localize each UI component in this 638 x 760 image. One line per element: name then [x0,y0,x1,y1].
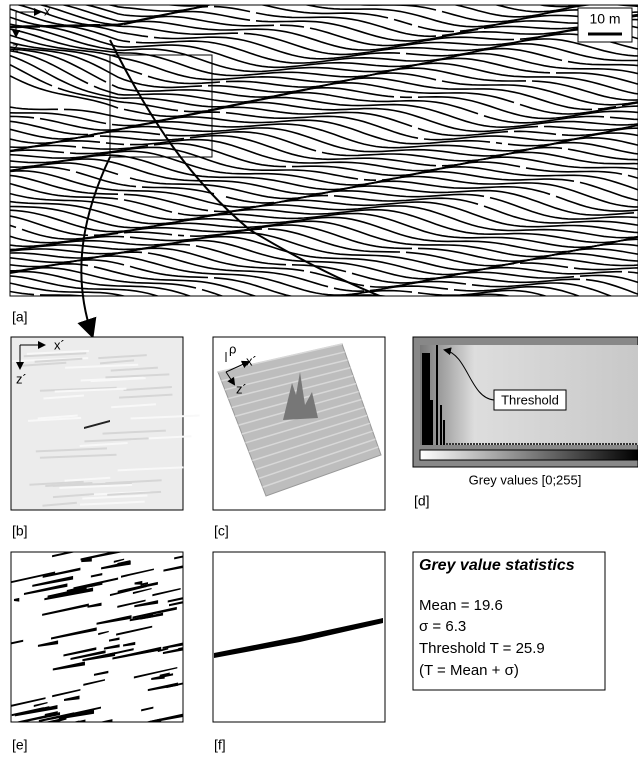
histogram-spike [530,443,532,445]
histogram-spike [470,443,472,445]
histogram-spike [497,443,499,445]
histogram-spike [554,443,556,445]
x-axis-label: x [44,3,51,18]
histogram-spike [440,405,442,445]
histogram-spike [626,443,628,445]
histogram-spike [521,443,523,445]
panel-label: [f] [214,737,226,753]
panel-e-frame [11,552,183,722]
histogram-spike [629,443,631,445]
histogram-spike [539,443,541,445]
histogram-spike [443,420,445,445]
grey-scale-bar [420,450,638,460]
histogram-spike [590,443,592,445]
histogram-spike [587,443,589,445]
histogram-spike [503,443,505,445]
histogram-spike [593,443,595,445]
histogram-spike [500,443,502,445]
histogram-spike [635,443,637,445]
histogram-spike [608,443,610,445]
histogram-spike [464,443,466,445]
histogram-spike [515,443,517,445]
histogram-spike [518,443,520,445]
histogram-spike [533,443,535,445]
histogram-spike [566,443,568,445]
histogram-spike [430,400,433,445]
histogram-spike [491,443,493,445]
histogram-spike [482,443,484,445]
reflector-line [10,0,638,1]
histogram-spike [512,443,514,445]
z-axis-label: z´ [236,381,247,396]
histogram-spike [632,443,634,445]
z-axis-label: z [12,39,19,54]
rho-axis-label: ρ [229,341,236,356]
histogram-spike [458,443,460,445]
histogram-spike [455,443,457,445]
histogram-spike [617,443,619,445]
figure: x z 10 m [a] x´ z´ [b] ρ x´ z´ [c] Thres… [0,0,638,760]
histogram-spike [623,443,625,445]
histogram-spike [614,443,616,445]
z-axis-label: z´ [16,371,27,386]
panel-label: [e] [12,737,28,753]
statistics-line: Threshold T = 25.9 [419,640,545,657]
histogram-spike [524,443,526,445]
histogram-spike [602,443,604,445]
histogram-spike [584,443,586,445]
statistics-line: (T = Mean + σ) [419,662,519,679]
histogram-spike [422,353,430,445]
histogram-spike [494,443,496,445]
histogram-spike [563,443,565,445]
histogram-spike [452,443,454,445]
histogram-spike [436,345,438,445]
histogram-spike [542,443,544,445]
panel-label: [a] [12,309,28,325]
histogram-spike [476,443,478,445]
x-axis-label: x´ [54,337,65,352]
histogram-spike [509,443,511,445]
histogram-spike [467,443,469,445]
histogram-spike [572,443,574,445]
histogram-spike [569,443,571,445]
histogram-spike [548,443,550,445]
statistics-line: σ = 6.3 [419,618,466,635]
histogram-spike [536,443,538,445]
histogram-spike [449,443,451,445]
x-caption: Grey values [0;255] [469,472,582,487]
histogram-spike [599,443,601,445]
histogram-spike [581,443,583,445]
statistics-title: Grey value statistics [419,557,575,574]
histogram-spike [479,443,481,445]
histogram-spike [488,443,490,445]
histogram-spike [545,443,547,445]
histogram-spike [461,443,463,445]
histogram-spike [620,443,622,445]
panel-label: [d] [414,493,430,509]
threshold-label: Threshold [501,392,559,407]
histogram-spike [506,443,508,445]
histogram-spike [605,443,607,445]
scale-bar-label: 10 m [589,11,620,27]
histogram-spike [485,443,487,445]
binary-streak [20,723,27,727]
panel-label: [b] [12,523,28,539]
histogram-spike [557,443,559,445]
histogram-spike [611,443,613,445]
statistics-line: Mean = 19.6 [419,597,503,614]
histogram-spike [551,443,553,445]
histogram-spike [560,443,562,445]
panel-label: [c] [214,523,229,539]
histogram-spike [575,443,577,445]
histogram-spike [446,443,448,445]
histogram-spike [527,443,529,445]
histogram-spike [596,443,598,445]
x-axis-label: x´ [246,353,257,368]
histogram-spike [578,443,580,445]
histogram-spike [473,443,475,445]
